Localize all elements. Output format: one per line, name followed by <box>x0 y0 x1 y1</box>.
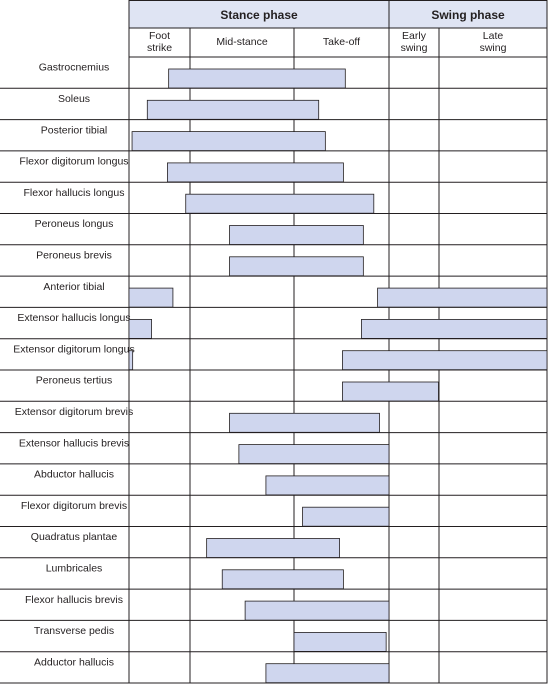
muscle-row: Peroneus brevis <box>36 249 364 277</box>
muscle-label: Quadratus plantae <box>31 531 118 543</box>
activity-bar <box>131 131 326 152</box>
muscle-label: Flexor digitorum longus <box>19 156 128 168</box>
muscle-row: Peroneus tertius <box>36 375 439 402</box>
activity-bar <box>238 444 390 465</box>
activity-bar <box>361 318 548 339</box>
muscle-label: Extensor digitorum brevis <box>15 406 133 418</box>
muscle-label: Anterior tibial <box>43 281 104 293</box>
muscle-row: Lumbricales <box>46 562 344 590</box>
activity-bar <box>342 381 439 402</box>
activity-bar <box>128 287 174 308</box>
muscle-row: Soleus <box>58 93 320 120</box>
header-band-swing <box>389 0 547 28</box>
muscle-rows: Gastrocnemius Soleus Posterior tibial Flexo… <box>13 62 548 684</box>
muscle-label: Lumbricales <box>46 562 103 574</box>
subphase-label: Foot strike <box>147 30 172 54</box>
muscle-row: Peroneus longus <box>35 218 364 245</box>
muscle-row: Posterior tibial <box>41 124 326 152</box>
muscle-row: Transverse pedis <box>34 625 387 652</box>
activity-bar <box>221 569 344 590</box>
muscle-row: Extensor digitorum longus <box>13 343 548 371</box>
muscle-label: Peroneus longus <box>35 218 114 230</box>
muscle-row: Anterior tibial <box>43 281 548 308</box>
header-band-stance <box>129 0 389 28</box>
muscle-row: Flexor hallucis longus <box>24 187 375 214</box>
muscle-label: Peroneus brevis <box>36 249 112 261</box>
muscle-label: Flexor hallucis brevis <box>25 594 123 606</box>
muscle-label: Transverse pedis <box>34 625 114 637</box>
muscle-row: Flexor digitorum longus <box>19 156 344 183</box>
muscle-row: Extensor hallucis brevis <box>19 437 390 465</box>
subphase-label: Mid-stance <box>216 36 268 48</box>
swing-phase-label: Swing phase <box>431 8 505 22</box>
muscle-row: Flexor digitorum brevis <box>21 500 390 527</box>
activity-bar <box>265 663 390 684</box>
muscle-label: Extensor hallucis longus <box>17 312 130 324</box>
muscle-label: Adductor hallucis <box>34 656 114 668</box>
activity-bar <box>229 225 364 245</box>
activity-bar <box>229 412 380 433</box>
subphase-label: Take-off <box>323 36 360 48</box>
muscle-label: Peroneus tertius <box>36 375 112 387</box>
activity-bar <box>146 99 320 120</box>
activity-bar <box>168 68 346 89</box>
activity-bar <box>342 350 548 371</box>
activity-bar <box>265 475 390 496</box>
muscle-row: Quadratus plantae <box>31 531 341 558</box>
subphase-label: Early swing <box>401 30 428 54</box>
activity-bar <box>302 506 390 527</box>
muscle-row: Flexor hallucis brevis <box>25 594 390 621</box>
stance-phase-label: Stance phase <box>220 8 298 22</box>
muscle-label: Flexor digitorum brevis <box>21 500 127 512</box>
subphase-headers: Foot strike Mid-stance Take-off Early swing La… <box>147 30 507 54</box>
activity-bar <box>229 256 364 277</box>
muscle-row: Adductor hallucis <box>34 656 390 684</box>
activity-bar <box>185 193 375 214</box>
activity-bar <box>128 318 152 339</box>
muscle-label: Abductor hallucis <box>34 469 114 481</box>
muscle-label: Posterior tibial <box>41 124 108 136</box>
activity-bar <box>167 162 344 183</box>
muscle-label: Gastrocnemius <box>39 62 110 74</box>
muscle-row: Extensor digitorum brevis <box>15 406 380 433</box>
muscle-row: Abductor hallucis <box>34 469 390 496</box>
muscle-row: Extensor hallucis longus <box>17 312 548 339</box>
activity-bar <box>244 600 390 621</box>
muscle-label: Extensor hallucis brevis <box>19 437 129 449</box>
subphase-label: Late swing <box>480 30 507 54</box>
activity-bar <box>206 538 341 558</box>
activity-bar <box>377 287 548 308</box>
muscle-row: Gastrocnemius <box>39 62 346 89</box>
activity-bar <box>293 632 387 652</box>
muscle-label: Extensor digitorum longus <box>13 343 134 355</box>
activity-bar <box>128 350 134 371</box>
muscle-label: Flexor hallucis longus <box>24 187 125 199</box>
muscle-label: Soleus <box>58 93 90 105</box>
